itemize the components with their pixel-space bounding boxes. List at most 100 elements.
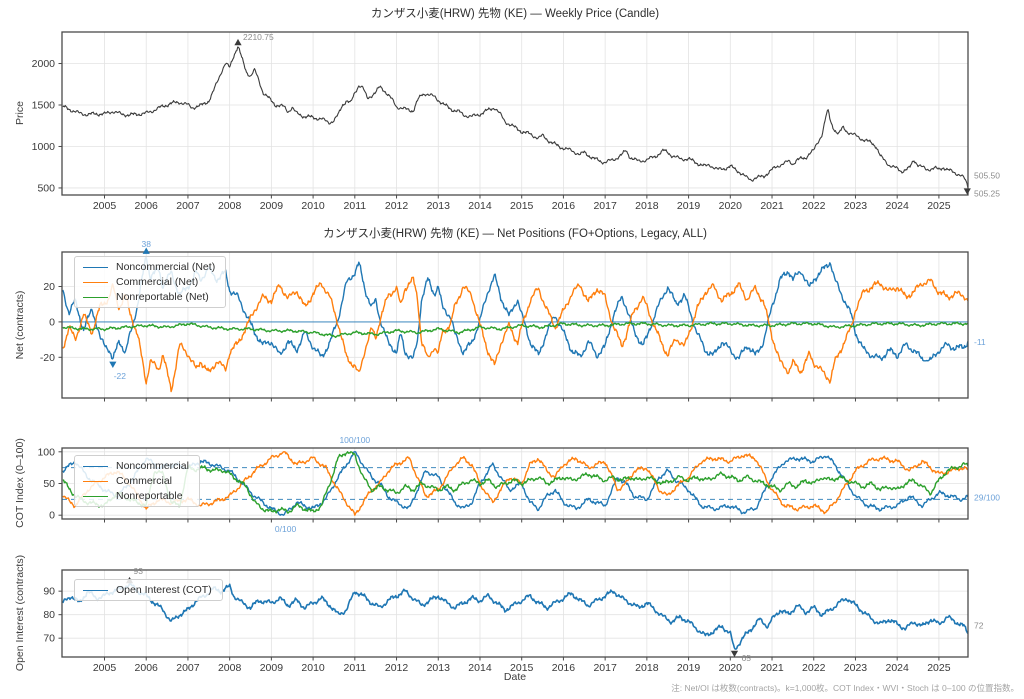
x-tick-label: 2005 <box>93 662 117 674</box>
legend-item: Commercial <box>83 475 189 487</box>
max-marker <box>234 38 242 46</box>
legend-line-swatch <box>83 266 108 268</box>
legend-label: Nonreportable <box>116 490 183 502</box>
min-annotation: 65 <box>741 653 751 663</box>
net-panel-title: カンザス小麦(HRW) 先物 (KE) — Net Positions (FO+… <box>323 228 707 240</box>
min-marker <box>963 188 971 195</box>
y-tick-label: 50 <box>43 478 55 490</box>
x-tick-label: 2005 <box>93 200 117 212</box>
panel-border <box>61 569 969 658</box>
max-marker <box>142 247 150 254</box>
x-tick-label: 2020 <box>719 662 743 674</box>
min-annotation: 0/100 <box>275 524 297 534</box>
legend-label: Commercial (Net) <box>116 276 199 288</box>
footnote: 注: Net/OI は枚数(contracts)。k=1,000枚。COT In… <box>671 683 1019 693</box>
series-nonreportable <box>62 451 969 514</box>
x-tick-label: 2023 <box>844 200 868 212</box>
x-tick-label: 2013 <box>427 662 451 674</box>
x-tick-label: 2018 <box>635 200 659 212</box>
x-tick-label: 2025 <box>927 200 951 212</box>
legend-item: Commercial (Net) <box>83 276 215 288</box>
x-tick-label: 2019 <box>677 662 701 674</box>
y-tick-label: 80 <box>43 609 55 621</box>
x-tick-label: 2011 <box>344 200 367 212</box>
max-annotation: 100/100 <box>339 435 370 445</box>
min-marker <box>109 361 117 369</box>
x-tick-label: 2025 <box>927 662 951 674</box>
open-interest-y-axis-label: Open Interest (contracts) <box>14 554 26 672</box>
legend-item: Open Interest (COT) <box>83 584 212 596</box>
max-annotation: 38 <box>141 239 151 249</box>
x-axis-label: Date <box>503 671 527 683</box>
x-tick-label: 2024 <box>886 662 910 674</box>
series-noncommercial <box>62 451 969 516</box>
series-commercial-net- <box>62 276 969 393</box>
x-tick-label: 2007 <box>176 662 200 674</box>
legend-label: Noncommercial <box>116 460 189 472</box>
net-y-axis-label: Net (contracts) <box>14 290 26 360</box>
x-tick-label: 2010 <box>301 662 325 674</box>
x-tick-label: 2006 <box>135 662 159 674</box>
cot-index-panel-legend: Noncommercial Commercial Nonreportable <box>74 455 200 507</box>
min-marker <box>730 650 739 658</box>
legend-label: Commercial <box>116 475 173 487</box>
x-tick-label: 2016 <box>552 662 576 674</box>
x-tick-label: 2014 <box>468 662 492 674</box>
y-tick-label: 0 <box>49 510 55 522</box>
y-tick-label: 90 <box>43 586 55 598</box>
x-tick-label: 2012 <box>385 662 409 674</box>
legend-line-swatch <box>83 281 108 283</box>
last-value-annotation: 505.50 <box>974 170 1000 180</box>
series-nonreportable-net- <box>62 321 968 339</box>
x-tick-label: 2010 <box>301 200 325 212</box>
last-value-annotation: 72 <box>974 620 984 630</box>
max-annotation: 93 <box>134 566 144 576</box>
legend-line-swatch <box>83 589 108 591</box>
x-tick-label: 2008 <box>218 662 242 674</box>
x-tick-label: 2018 <box>635 662 659 674</box>
x-tick-label: 2021 <box>760 200 784 212</box>
x-tick-label: 2015 <box>510 662 534 674</box>
x-tick-label: 2011 <box>344 662 367 674</box>
x-tick-label: 2006 <box>135 200 159 212</box>
x-tick-label: 2022 <box>802 200 826 212</box>
x-tick-label: 2021 <box>760 662 784 674</box>
y-tick-label: -20 <box>40 352 55 364</box>
last-value-annotation: -11 <box>974 337 986 347</box>
x-tick-label: 2007 <box>176 200 200 212</box>
net-panel-legend: Noncommercial (Net) Commercial (Net) Nonre… <box>74 256 227 308</box>
x-tick-label: 2013 <box>427 200 451 212</box>
max-annotation: 2210.75 <box>243 32 274 42</box>
panel-border <box>61 251 969 399</box>
x-tick-label: 2023 <box>844 662 868 674</box>
x-tick-label: 2022 <box>802 662 826 674</box>
y-tick-label: 100 <box>37 446 55 458</box>
x-tick-label: 2017 <box>593 662 617 674</box>
x-tick-label: 2024 <box>886 200 910 212</box>
legend-line-swatch <box>83 495 108 497</box>
y-tick-label: 500 <box>37 182 55 194</box>
last-value-annotation: 29/100 <box>974 492 1000 502</box>
open-interest-panel-legend: Open Interest (COT) <box>74 579 223 601</box>
x-tick-label: 2019 <box>677 200 701 212</box>
min-annotation: -22 <box>114 371 127 381</box>
legend-line-swatch <box>83 296 108 298</box>
x-tick-label: 2015 <box>510 200 534 212</box>
x-tick-label: 2016 <box>552 200 576 212</box>
y-tick-label: 20 <box>43 281 55 293</box>
legend-item: Nonreportable <box>83 490 189 502</box>
legend-line-swatch <box>83 480 108 482</box>
y-tick-label: 2000 <box>32 58 56 70</box>
legend-item: Noncommercial (Net) <box>83 261 215 273</box>
y-tick-label: 1500 <box>32 99 56 111</box>
legend-label: Nonreportable (Net) <box>116 291 209 303</box>
min-annotation: 505.25 <box>974 189 1000 199</box>
price-y-axis-label: Price <box>14 101 26 125</box>
y-tick-label: 70 <box>43 633 55 645</box>
x-tick-label: 2008 <box>218 200 242 212</box>
x-tick-label: 2017 <box>593 200 617 212</box>
x-tick-label: 2014 <box>468 200 492 212</box>
legend-item: Noncommercial <box>83 460 189 472</box>
